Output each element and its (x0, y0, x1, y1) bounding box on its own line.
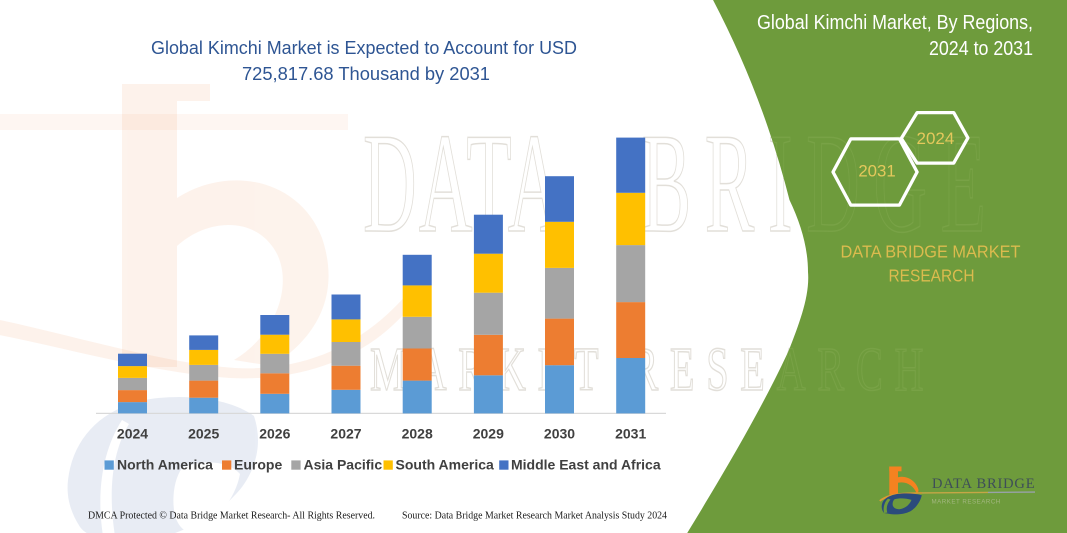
svg-text:2024: 2024 (916, 129, 954, 148)
svg-text:DATA: DATA (363, 103, 564, 262)
svg-text:725,817.68 Thousand by 2031: 725,817.68 Thousand by 2031 (242, 64, 490, 84)
svg-text:Global Kimchi Market, By Regio: Global Kimchi Market, By Regions, (757, 12, 1033, 34)
svg-text:2029: 2029 (473, 426, 504, 442)
svg-text:Asia Pacific: Asia Pacific (304, 456, 383, 472)
svg-text:MARKET RESEARCH: MARKET RESEARCH (932, 499, 1001, 506)
svg-text:2026: 2026 (259, 426, 290, 442)
svg-text:2031: 2031 (858, 162, 895, 181)
svg-text:2024: 2024 (117, 426, 148, 442)
svg-text:DMCA Protected © Data Bridge M: DMCA Protected © Data Bridge Market Rese… (88, 511, 375, 522)
svg-text:2024 to 2031: 2024 to 2031 (929, 38, 1033, 60)
svg-text:2031: 2031 (615, 426, 646, 442)
svg-text:Europe: Europe (234, 456, 282, 472)
svg-text:DATA BRIDGE: DATA BRIDGE (932, 476, 1035, 492)
svg-text:2025: 2025 (188, 426, 219, 442)
svg-text:2030: 2030 (544, 426, 575, 442)
svg-text:RESEARCH: RESEARCH (889, 266, 975, 286)
svg-text:North America: North America (117, 456, 213, 472)
svg-text:Source: Data Bridge Market Res: Source: Data Bridge Market Research Mark… (402, 511, 668, 522)
svg-text:2027: 2027 (330, 426, 361, 442)
svg-text:South America: South America (396, 456, 494, 472)
svg-text:DATA BRIDGE MARKET: DATA BRIDGE MARKET (841, 242, 1021, 262)
svg-text:Middle East and Africa: Middle East and Africa (511, 456, 661, 472)
svg-text:2028: 2028 (402, 426, 433, 442)
svg-text:Global Kimchi Market is Expect: Global Kimchi Market is Expected to Acco… (151, 38, 577, 58)
